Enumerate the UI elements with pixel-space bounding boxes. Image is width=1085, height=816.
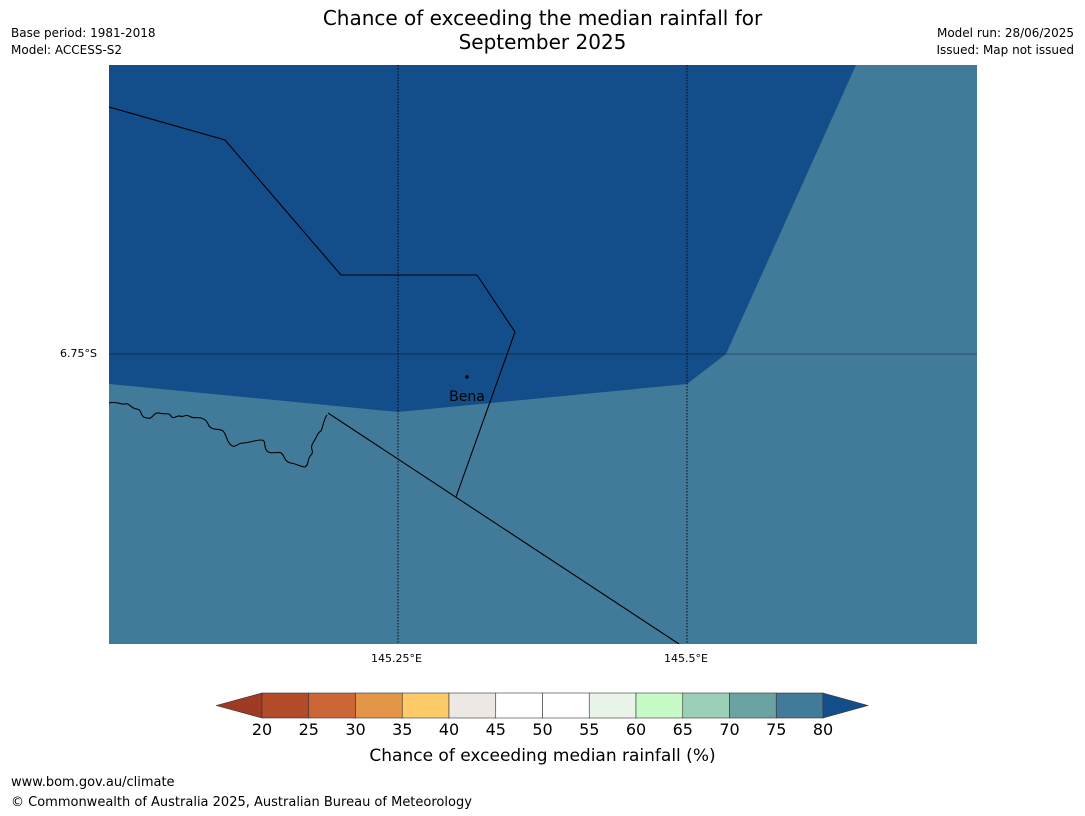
map-title: Chance of exceeding the median rainfall …	[0, 6, 1085, 54]
boundary-north	[109, 106, 516, 498]
colorbar	[216, 692, 870, 719]
place-marker-bena	[465, 375, 469, 379]
colorbar-tick-70: 70	[719, 720, 740, 739]
colorbar-tick-75: 75	[766, 720, 787, 739]
colorbar-cell-25-30	[308, 692, 356, 719]
boundary-south	[327, 412, 680, 644]
forecast-map: Bena	[109, 65, 977, 644]
colorbar-label: Chance of exceeding median rainfall (%)	[369, 746, 716, 766]
footer-url: www.bom.gov.au/climate	[11, 775, 175, 790]
colorbar-cell-40-45	[448, 692, 497, 719]
colorbar-extend-low	[216, 692, 263, 719]
footer-copyright: © Commonwealth of Australia 2025, Austra…	[11, 795, 472, 810]
lon-label-145-5: 145.5°E	[664, 652, 708, 665]
colorbar-tick-35: 35	[392, 720, 413, 739]
colorbar-extend-high	[822, 692, 870, 719]
colorbar-cell-65-70	[682, 692, 730, 719]
colorbar-cell-55-60	[588, 692, 637, 719]
colorbar-tick-65: 65	[672, 720, 693, 739]
colorbar-cell-60-65	[635, 692, 684, 719]
lat-label: 6.75°S	[60, 347, 97, 360]
issued-text: Issued: Map not issued	[936, 43, 1074, 57]
colorbar-cell-35-40	[401, 692, 450, 719]
colorbar-tick-40: 40	[438, 720, 460, 739]
meta-right: Model run: 28/06/2025 Issued: Map not is…	[936, 25, 1074, 59]
colorbar-cell-75-80	[775, 692, 824, 719]
colorbar-tick-25: 25	[298, 720, 319, 739]
base-period-text: Base period: 1981-2018	[11, 26, 156, 40]
place-label-bena: Bena	[449, 389, 485, 405]
region-high-probability	[109, 65, 856, 412]
colorbar-cell-20-25	[261, 692, 310, 719]
colorbar-cell-70-75	[729, 692, 777, 719]
colorbar-cell-30-35	[355, 692, 403, 719]
colorbar-tick-30: 30	[345, 720, 366, 739]
coastline	[109, 401, 328, 468]
colorbar-cell-45-50	[495, 692, 543, 719]
title-line-1: Chance of exceeding the median rainfall …	[322, 6, 763, 30]
meta-left: Base period: 1981-2018 Model: ACCESS-S2	[11, 25, 156, 59]
colorbar-tick-50: 50	[532, 720, 553, 739]
model-run-text: Model run: 28/06/2025	[936, 26, 1074, 40]
lon-label-145-25: 145.25°E	[371, 652, 422, 665]
colorbar-cell-50-55	[542, 692, 590, 719]
colorbar-tick-45: 45	[485, 720, 506, 739]
model-text: Model: ACCESS-S2	[11, 43, 123, 57]
colorbar-tick-80: 80	[812, 720, 834, 739]
colorbar-tick-60: 60	[625, 720, 647, 739]
title-line-2: September 2025	[458, 30, 627, 54]
colorbar-tick-20: 20	[251, 720, 273, 739]
colorbar-tick-55: 55	[579, 720, 600, 739]
